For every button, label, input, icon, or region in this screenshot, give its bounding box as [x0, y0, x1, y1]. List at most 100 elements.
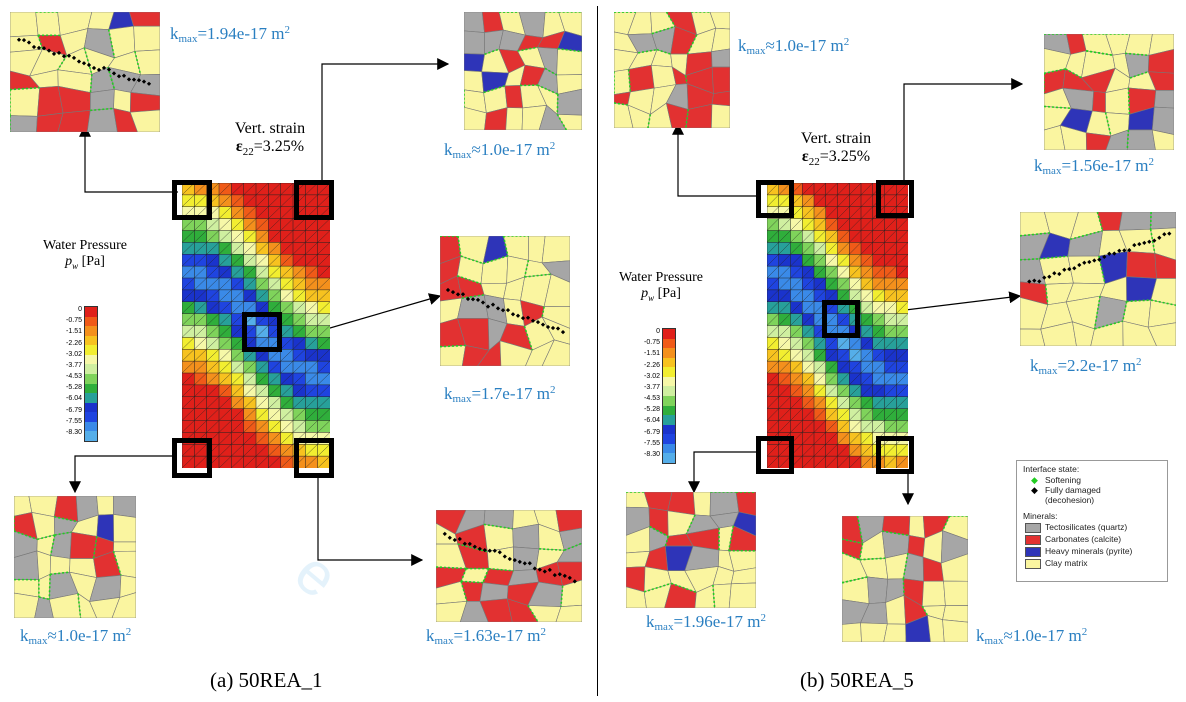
mesh-diagonal: [181, 408, 195, 421]
mesh-cell: [292, 396, 306, 410]
grain: [541, 235, 571, 264]
mesh-cell: [280, 384, 294, 398]
mesh-cell: [268, 182, 282, 196]
mesh-diagonal: [181, 396, 195, 409]
mesh-cell: [860, 301, 874, 315]
colorbar-tick-label: -2.26: [644, 361, 660, 369]
mesh-diagonal: [825, 313, 838, 326]
mesh-cell: [766, 218, 780, 232]
mesh-diagonal: [268, 277, 281, 291]
mesh-diagonal: [778, 230, 791, 243]
mesh-cell: [813, 194, 827, 208]
mesh-cell: [206, 265, 220, 279]
mesh-cell: [305, 325, 319, 338]
mesh-cell: [243, 444, 257, 457]
mesh-cell: [766, 301, 780, 315]
grain: [463, 70, 484, 93]
mesh-diagonal: [778, 265, 791, 279]
grain: [613, 69, 631, 95]
mesh-diagonal: [317, 325, 331, 338]
mesh-cell: [280, 360, 294, 374]
mesh-cell: [181, 313, 195, 327]
mesh-cell: [860, 432, 874, 445]
mesh-diagonal: [181, 384, 195, 397]
mesh-diagonal: [243, 230, 257, 243]
mesh-diagonal: [837, 420, 850, 433]
mesh-cell: [790, 230, 803, 243]
softening-interface: [1019, 232, 1050, 237]
mesh-cell: [790, 254, 803, 267]
grain: [479, 582, 509, 602]
mesh-diagonal: [243, 360, 257, 374]
grain-mosaic: [1019, 211, 1177, 347]
colorbar-tick-label: -1.51: [644, 350, 660, 358]
colorbar-tick-label: -6.04: [644, 417, 660, 425]
softening-interface: [564, 542, 583, 552]
mesh-cell: [860, 349, 874, 362]
mesh-diagonal: [218, 420, 232, 433]
mesh-cell: [837, 218, 850, 232]
mesh-diagonal: [280, 372, 294, 386]
grain: [1092, 91, 1106, 113]
mesh-cell: [849, 218, 862, 232]
mesh-diagonal: [790, 277, 803, 291]
mesh-diagonal: [813, 254, 826, 267]
mesh-diagonal: [255, 182, 269, 196]
softening-interface: [482, 255, 509, 265]
colorbar-segment: [85, 402, 97, 413]
mesh-diagonal: [268, 301, 281, 314]
mesh-diagonal: [802, 325, 815, 338]
mesh-cell: [884, 301, 897, 315]
mesh-cell: [813, 218, 827, 232]
softening-interface: [902, 578, 905, 596]
mesh-diagonal: [243, 455, 257, 469]
mesh-cell: [231, 408, 245, 422]
mesh-diagonal: [194, 337, 207, 350]
colorbar-segment: [663, 434, 675, 445]
mesh-diagonal: [181, 337, 195, 350]
mesh-cell: [825, 360, 839, 374]
mesh-diagonal: [268, 265, 281, 279]
softening-interface: [134, 51, 142, 75]
mesh-diagonal: [896, 194, 909, 207]
mesh-cell: [790, 420, 803, 433]
mesh-cell: [872, 265, 886, 279]
mesh-diagonal: [860, 396, 873, 409]
colorbar-tick-label: -1.51: [66, 328, 82, 336]
mesh-diagonal: [766, 337, 779, 350]
microstructure-a-br: [435, 509, 583, 623]
mesh-diagonal: [231, 289, 244, 302]
panel-a-box-tr: [294, 180, 334, 220]
mesh-cell: [181, 230, 195, 243]
mesh-diagonal: [884, 277, 897, 291]
mesh-diagonal: [317, 277, 331, 291]
mesh-cell: [849, 337, 862, 350]
damaged-interface-marker: [111, 71, 117, 76]
mesh-diagonal: [860, 254, 873, 267]
mesh-diagonal: [837, 396, 850, 409]
mesh-diagonal: [292, 230, 306, 243]
mesh-diagonal: [218, 289, 232, 302]
mesh-cell: [206, 349, 220, 362]
mesh-cell: [837, 432, 850, 445]
mesh-cell: [837, 349, 850, 362]
mesh-diagonal: [317, 420, 331, 433]
mesh-cell: [305, 420, 319, 433]
mesh-diagonal: [825, 218, 838, 231]
softening-interface: [858, 543, 864, 560]
mesh-diagonal: [860, 455, 873, 469]
mesh-cell: [766, 360, 780, 374]
mesh-cell: [280, 420, 294, 433]
mesh-cell: [790, 372, 803, 386]
mesh-diagonal: [884, 372, 897, 386]
mesh-diagonal: [194, 301, 207, 314]
microstructure-a-tr: [463, 11, 583, 131]
mesh-cell: [181, 289, 195, 303]
mesh-diagonal: [860, 360, 873, 374]
softening-interface: [664, 536, 669, 547]
mesh-diagonal: [896, 384, 909, 397]
mesh-diagonal: [305, 420, 318, 433]
mesh-cell: [280, 432, 294, 445]
mesh-cell: [813, 230, 827, 243]
grain: [908, 515, 926, 539]
